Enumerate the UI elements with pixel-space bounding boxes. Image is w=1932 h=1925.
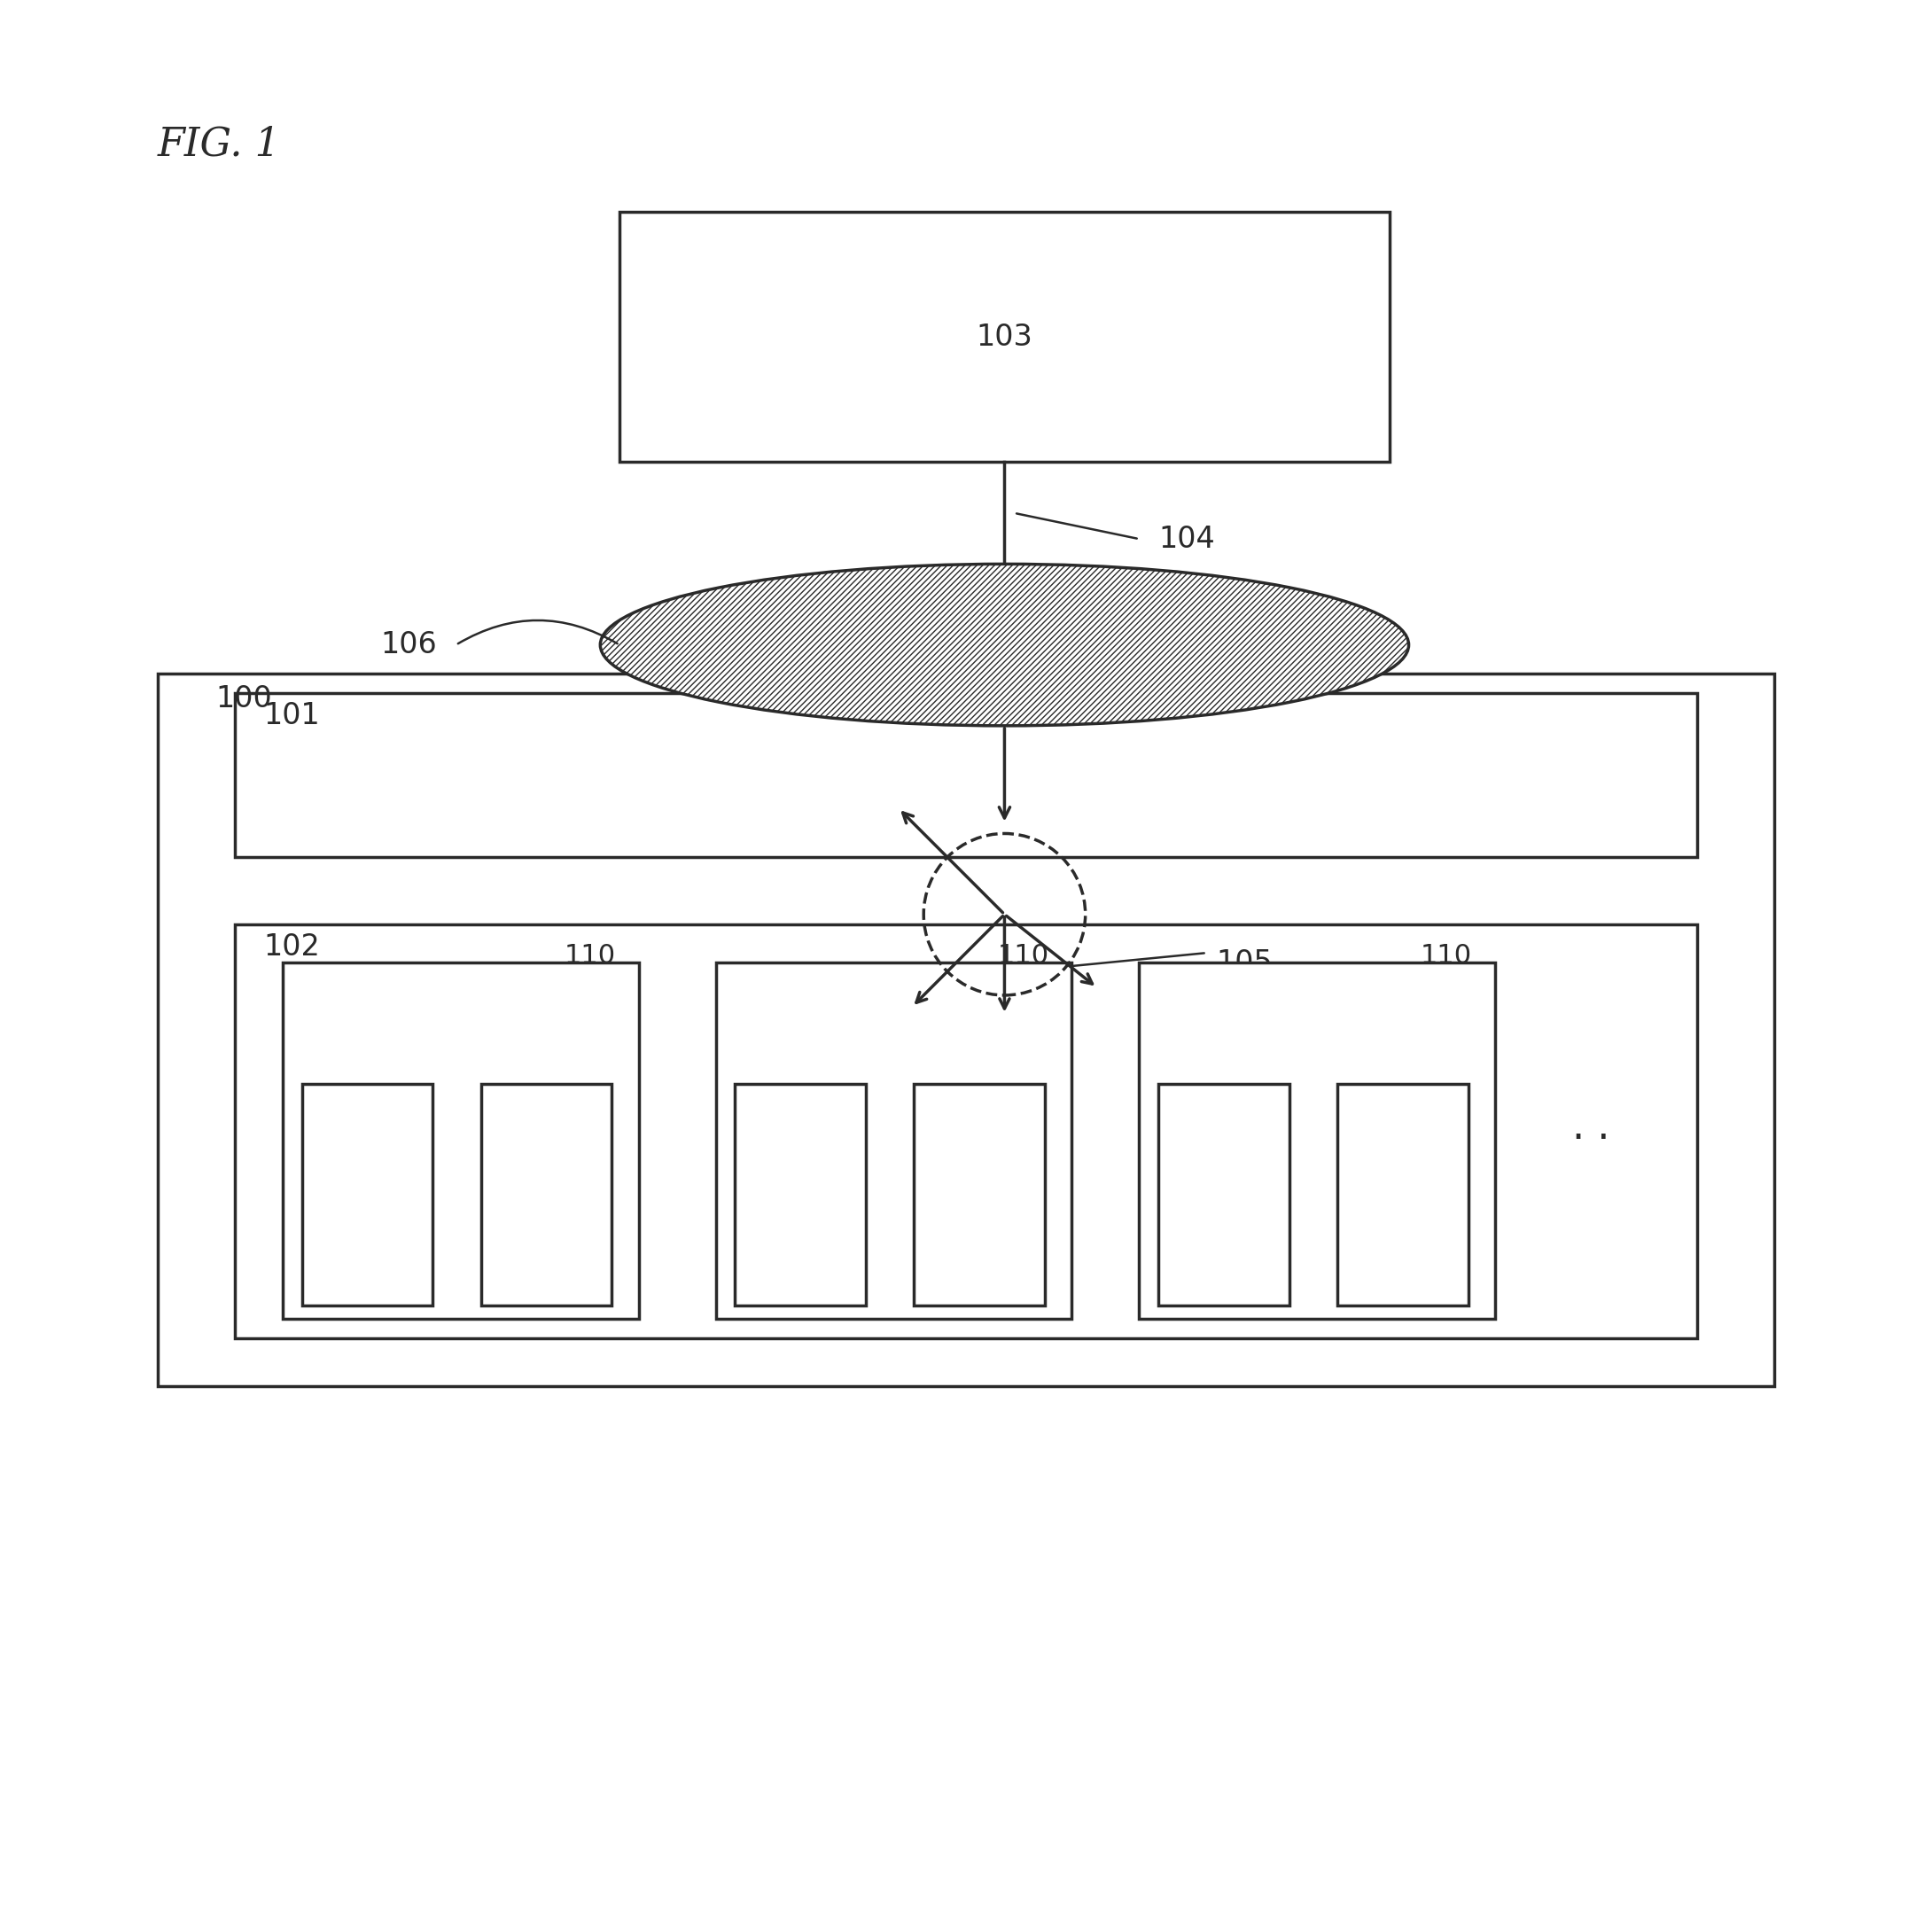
Text: 101: 101 [263,701,321,732]
Text: · ·: · · [1573,1120,1609,1159]
Bar [481,1084,612,1305]
Text: 100: 100 [214,683,272,714]
Text: 102: 102 [263,932,321,962]
Ellipse shape [601,564,1408,726]
Bar [734,1084,866,1305]
Text: 105: 105 [1217,947,1273,978]
Bar [282,962,639,1319]
Text: 111: 111 [342,1182,392,1207]
Text: 103: 103 [976,321,1034,352]
Text: 110: 110 [564,943,616,968]
Text: 106: 106 [381,629,437,660]
Bar [234,924,1698,1338]
Bar [158,674,1774,1386]
Text: FIG. 1: FIG. 1 [158,125,280,164]
Bar [1140,962,1495,1319]
Text: 110: 110 [997,943,1049,968]
Bar [301,1084,433,1305]
Bar [620,212,1389,462]
Text: 111: 111 [1198,1182,1250,1207]
Text: 112: 112 [1378,1182,1428,1207]
Text: 104: 104 [1159,524,1215,554]
Text: 112: 112 [954,1182,1005,1207]
Bar [1159,1084,1289,1305]
Text: 110: 110 [1420,943,1472,968]
Bar [234,693,1698,857]
Bar [1337,1084,1468,1305]
Text: 111: 111 [775,1182,827,1207]
Bar [914,1084,1045,1305]
Bar [715,962,1072,1319]
Text: 112: 112 [520,1182,572,1207]
